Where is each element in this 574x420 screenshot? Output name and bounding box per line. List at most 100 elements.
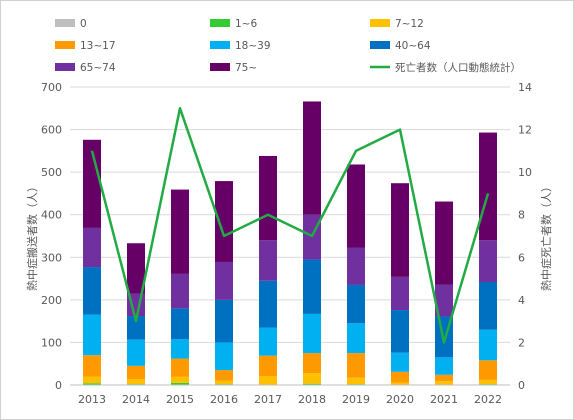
- bar-segment: [215, 342, 233, 371]
- y2-tick-label: 2: [518, 336, 525, 349]
- x-tick-label: 2021: [430, 393, 458, 406]
- legend-label: 0: [80, 18, 87, 30]
- y2-tick-label: 10: [518, 166, 532, 179]
- bar-segment: [83, 314, 101, 356]
- bar-segment: [391, 371, 409, 383]
- bar-segment: [347, 353, 365, 378]
- bar-segment: [215, 261, 233, 300]
- bar-segment: [347, 247, 365, 285]
- bar-segment: [83, 139, 101, 228]
- bar-segment: [303, 259, 321, 314]
- bar-segment: [347, 164, 365, 248]
- legend-label: 40~64: [395, 40, 431, 52]
- bar-segment: [171, 273, 189, 309]
- bar-segment: [479, 379, 497, 385]
- legend-swatch: [210, 19, 230, 27]
- bar-segment: [83, 355, 101, 377]
- legend-label: 65~74: [80, 62, 116, 74]
- bar-segment: [171, 382, 189, 385]
- bar-segment: [391, 276, 409, 311]
- bar-segment: [215, 299, 233, 343]
- bar-segment: [391, 382, 409, 385]
- bar-segment: [127, 365, 145, 380]
- x-tick-label: 2018: [298, 393, 326, 406]
- y-tick-label: 600: [41, 124, 62, 137]
- bar-segment: [479, 329, 497, 361]
- bar-segment: [215, 380, 233, 385]
- bar-segment: [435, 284, 453, 317]
- y-tick-label: 200: [41, 294, 62, 307]
- legend-label: 1~6: [235, 18, 257, 30]
- bar-segment: [83, 376, 101, 384]
- x-tick-label: 2019: [342, 393, 370, 406]
- x-tick-label: 2015: [166, 393, 194, 406]
- bar-segment: [391, 352, 409, 372]
- y2-axis-title: 熱中症死亡者数（人）: [539, 181, 553, 291]
- legend-label: 18~39: [235, 40, 271, 52]
- bar-segment: [303, 383, 321, 385]
- bar-segment: [259, 155, 277, 241]
- y-tick-label: 100: [41, 336, 62, 349]
- bar-segment: [435, 201, 453, 285]
- bar-segment: [435, 374, 453, 382]
- y-tick-label: 0: [55, 379, 62, 392]
- bar-segment: [83, 227, 101, 268]
- legend-swatch: [210, 41, 230, 49]
- x-tick-label: 2016: [210, 393, 238, 406]
- y2-tick-label: 4: [518, 294, 525, 307]
- legend-swatch: [210, 63, 230, 71]
- bar-segment: [303, 101, 321, 215]
- bar-segment: [171, 358, 189, 377]
- bar-segment: [259, 355, 277, 377]
- bar-segment: [215, 370, 233, 381]
- y-tick-label: 700: [41, 81, 62, 94]
- bar-segment: [391, 310, 409, 353]
- bar-segment: [127, 379, 145, 385]
- bar-segment: [479, 281, 497, 330]
- bar-segment: [435, 381, 453, 385]
- y2-tick-label: 12: [518, 124, 532, 137]
- y2-tick-label: 14: [518, 81, 532, 94]
- bar-segment: [479, 360, 497, 380]
- bar-segment: [83, 267, 101, 315]
- bar-segment: [479, 132, 497, 241]
- bar-segment: [127, 243, 145, 294]
- bar-segment: [171, 308, 189, 340]
- x-tick-label: 2013: [78, 393, 106, 406]
- y-tick-label: 400: [41, 209, 62, 222]
- legend-label: 13~17: [80, 40, 116, 52]
- legend-label: 死亡者数（人口動態統計）: [395, 61, 521, 74]
- bar-segment: [259, 280, 277, 328]
- bar-segment: [171, 339, 189, 359]
- bar-segment: [347, 377, 365, 385]
- bar-segment: [435, 357, 453, 375]
- legend-swatch: [370, 19, 390, 27]
- y-tick-label: 300: [41, 251, 62, 264]
- x-tick-label: 2020: [386, 393, 414, 406]
- x-tick-label: 2022: [474, 393, 502, 406]
- bar-segment: [347, 284, 365, 324]
- x-tick-label: 2014: [122, 393, 150, 406]
- bar-segment: [259, 240, 277, 281]
- legend-swatch: [55, 19, 75, 27]
- legend-label: 75~: [235, 62, 257, 74]
- legend-swatch: [55, 41, 75, 49]
- legend-swatch: [370, 41, 390, 49]
- bar-segment: [259, 376, 277, 385]
- bar-segment: [303, 313, 321, 354]
- bar-segment: [171, 376, 189, 383]
- legend-swatch: [55, 63, 75, 71]
- bar-segment: [303, 373, 321, 384]
- bar-segment: [303, 353, 321, 374]
- y2-tick-label: 0: [518, 379, 525, 392]
- bar-segment: [171, 189, 189, 274]
- bar-segment: [215, 181, 233, 262]
- bar-segment: [391, 183, 409, 277]
- bar-segment: [127, 339, 145, 366]
- y2-tick-label: 6: [518, 251, 525, 264]
- y-tick-label: 500: [41, 166, 62, 179]
- x-tick-label: 2017: [254, 393, 282, 406]
- bar-segment: [347, 323, 365, 354]
- bar-segment: [83, 383, 101, 385]
